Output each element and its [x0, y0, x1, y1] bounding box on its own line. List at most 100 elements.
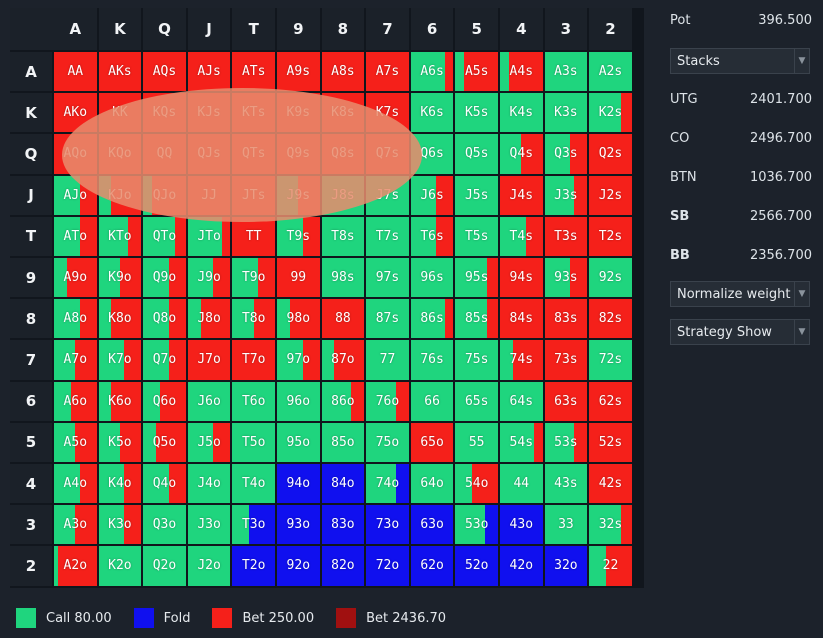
- hand-cell-66[interactable]: 66: [410, 381, 456, 423]
- hand-cell-tt[interactable]: TT: [232, 216, 277, 258]
- hand-cell-82o[interactable]: 82o: [321, 546, 367, 588]
- hand-cell-76s[interactable]: 76s: [410, 340, 456, 382]
- hand-cell-72s[interactable]: 72s: [589, 340, 634, 382]
- hand-cell-kjo[interactable]: KJo: [98, 175, 144, 217]
- hand-cell-j6s[interactable]: J6s: [410, 175, 456, 217]
- hand-cell-98s[interactable]: 98s: [321, 258, 367, 300]
- hand-cell-k5o[interactable]: K5o: [98, 422, 144, 464]
- hand-cell-j8s[interactable]: J8s: [321, 175, 367, 217]
- hand-cell-k9s[interactable]: K9s: [277, 93, 322, 135]
- hand-cell-a5s[interactable]: A5s: [455, 52, 500, 94]
- hand-cell-ako[interactable]: AKo: [54, 93, 99, 135]
- hand-cell-88[interactable]: 88: [321, 299, 367, 341]
- hand-cell-j9o[interactable]: J9o: [187, 258, 233, 300]
- hand-cell-92o[interactable]: 92o: [277, 546, 322, 588]
- hand-cell-65o[interactable]: 65o: [410, 422, 456, 464]
- hand-cell-q6s[interactable]: Q6s: [410, 134, 456, 176]
- hand-cell-t2o[interactable]: T2o: [232, 546, 277, 588]
- hand-cell-q5o[interactable]: Q5o: [143, 422, 188, 464]
- hand-cell-qq[interactable]: QQ: [143, 134, 188, 176]
- hand-cell-74o[interactable]: 74o: [366, 464, 411, 506]
- hand-cell-a8s[interactable]: A8s: [321, 52, 367, 94]
- hand-cell-96s[interactable]: 96s: [410, 258, 456, 300]
- hand-cell-t9o[interactable]: T9o: [232, 258, 277, 300]
- hand-cell-52s[interactable]: 52s: [589, 422, 634, 464]
- hand-cell-55[interactable]: 55: [455, 422, 500, 464]
- hand-cell-t8s[interactable]: T8s: [321, 216, 367, 258]
- hand-cell-83s[interactable]: 83s: [544, 299, 590, 341]
- hand-cell-73s[interactable]: 73s: [544, 340, 590, 382]
- hand-cell-76o[interactable]: 76o: [366, 381, 411, 423]
- hand-cell-q2o[interactable]: Q2o: [143, 546, 188, 588]
- hand-cell-a4s[interactable]: A4s: [500, 52, 545, 94]
- hand-cell-kjs[interactable]: KJs: [187, 93, 233, 135]
- hand-cell-77[interactable]: 77: [366, 340, 411, 382]
- hand-cell-53o[interactable]: 53o: [455, 505, 500, 547]
- hand-cell-q3s[interactable]: Q3s: [544, 134, 590, 176]
- hand-cell-qto[interactable]: QTo: [143, 216, 188, 258]
- hand-cell-k7s[interactable]: K7s: [366, 93, 411, 135]
- hand-cell-aqs[interactable]: AQs: [143, 52, 188, 94]
- hand-cell-q4o[interactable]: Q4o: [143, 464, 188, 506]
- hand-cell-53s[interactable]: 53s: [544, 422, 590, 464]
- hand-cell-qts[interactable]: QTs: [232, 134, 277, 176]
- hand-cell-44[interactable]: 44: [500, 464, 545, 506]
- hand-cell-85s[interactable]: 85s: [455, 299, 500, 341]
- hand-cell-j3o[interactable]: J3o: [187, 505, 233, 547]
- hand-cell-kqs[interactable]: KQs: [143, 93, 188, 135]
- hand-cell-73o[interactable]: 73o: [366, 505, 411, 547]
- hand-cell-k2s[interactable]: K2s: [589, 93, 634, 135]
- hand-cell-43s[interactable]: 43s: [544, 464, 590, 506]
- hand-cell-94s[interactable]: 94s: [500, 258, 545, 300]
- hand-cell-a3s[interactable]: A3s: [544, 52, 590, 94]
- hand-cell-62o[interactable]: 62o: [410, 546, 456, 588]
- hand-cell-ato[interactable]: ATo: [54, 216, 99, 258]
- hand-cell-k5s[interactable]: K5s: [455, 93, 500, 135]
- hand-cell-jto[interactable]: JTo: [187, 216, 233, 258]
- hand-cell-t8o[interactable]: T8o: [232, 299, 277, 341]
- hand-cell-a8o[interactable]: A8o: [54, 299, 99, 341]
- hand-cell-j3s[interactable]: J3s: [544, 175, 590, 217]
- hand-cell-jts[interactable]: JTs: [232, 175, 277, 217]
- hand-cell-a5o[interactable]: A5o: [54, 422, 99, 464]
- hand-cell-q7s[interactable]: Q7s: [366, 134, 411, 176]
- hand-cell-t3s[interactable]: T3s: [544, 216, 590, 258]
- hand-cell-42s[interactable]: 42s: [589, 464, 634, 506]
- hand-cell-t3o[interactable]: T3o: [232, 505, 277, 547]
- hand-cell-k8o[interactable]: K8o: [98, 299, 144, 341]
- hand-cell-86o[interactable]: 86o: [321, 381, 367, 423]
- hand-cell-j5s[interactable]: J5s: [455, 175, 500, 217]
- hand-cell-ajs[interactable]: AJs: [187, 52, 233, 94]
- hand-cell-95s[interactable]: 95s: [455, 258, 500, 300]
- hand-cell-97o[interactable]: 97o: [277, 340, 322, 382]
- hand-cell-95o[interactable]: 95o: [277, 422, 322, 464]
- hand-cell-t5o[interactable]: T5o: [232, 422, 277, 464]
- hand-cell-kts[interactable]: KTs: [232, 93, 277, 135]
- hand-cell-64s[interactable]: 64s: [500, 381, 545, 423]
- hand-cell-62s[interactable]: 62s: [589, 381, 634, 423]
- hand-cell-k3s[interactable]: K3s: [544, 93, 590, 135]
- hand-cell-q2s[interactable]: Q2s: [589, 134, 634, 176]
- hand-cell-t6s[interactable]: T6s: [410, 216, 456, 258]
- hand-cell-64o[interactable]: 64o: [410, 464, 456, 506]
- hand-cell-84s[interactable]: 84s: [500, 299, 545, 341]
- hand-cell-a6o[interactable]: A6o: [54, 381, 99, 423]
- hand-cell-32s[interactable]: 32s: [589, 505, 634, 547]
- hand-cell-99[interactable]: 99: [277, 258, 322, 300]
- hand-cell-j6o[interactable]: J6o: [187, 381, 233, 423]
- hand-cell-k7o[interactable]: K7o: [98, 340, 144, 382]
- hand-cell-j8o[interactable]: J8o: [187, 299, 233, 341]
- hand-cell-q8o[interactable]: Q8o: [143, 299, 188, 341]
- hand-cell-q8s[interactable]: Q8s: [321, 134, 367, 176]
- strategy-show-dropdown[interactable]: Strategy Show ▼: [670, 319, 810, 345]
- hand-cell-42o[interactable]: 42o: [500, 546, 545, 588]
- hand-cell-a9s[interactable]: A9s: [277, 52, 322, 94]
- hand-cell-j4o[interactable]: J4o: [187, 464, 233, 506]
- hand-cell-65s[interactable]: 65s: [455, 381, 500, 423]
- hand-cell-33[interactable]: 33: [544, 505, 590, 547]
- hand-cell-84o[interactable]: 84o: [321, 464, 367, 506]
- hand-cell-k4s[interactable]: K4s: [500, 93, 545, 135]
- hand-cell-97s[interactable]: 97s: [366, 258, 411, 300]
- hand-cell-q4s[interactable]: Q4s: [500, 134, 545, 176]
- hand-cell-t2s[interactable]: T2s: [589, 216, 634, 258]
